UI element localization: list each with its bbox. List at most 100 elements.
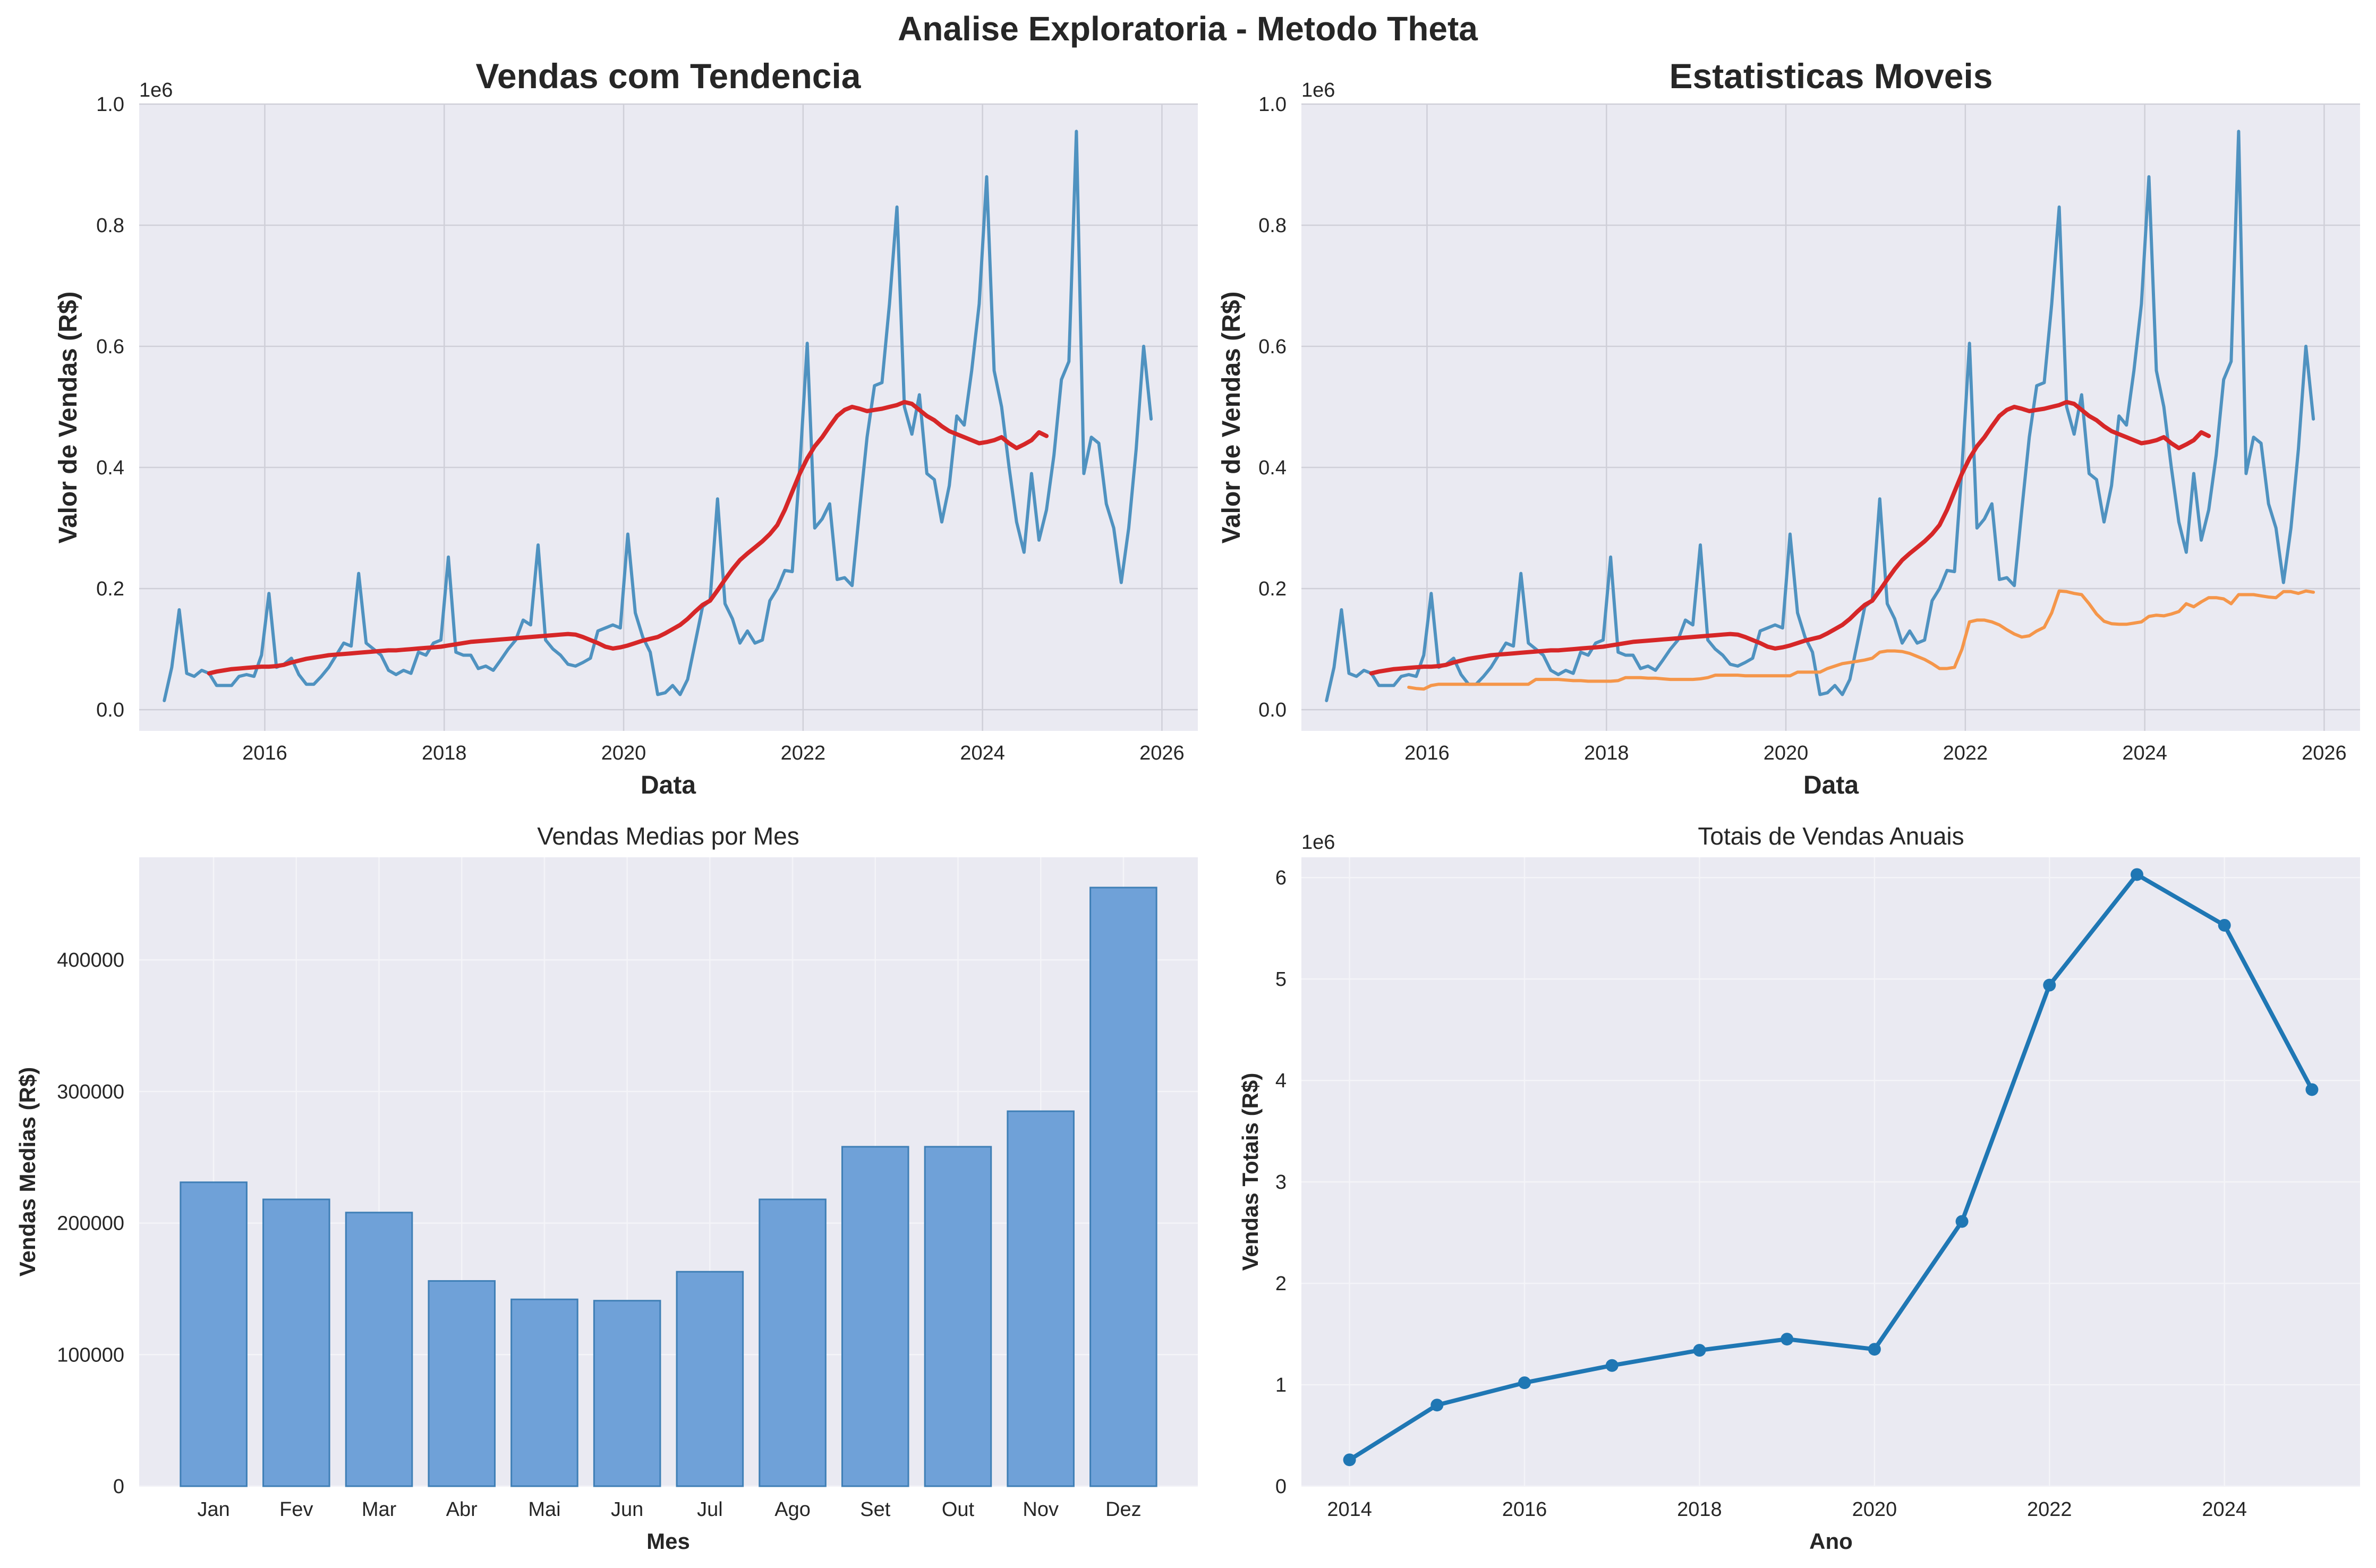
annual-ytick-label: 2	[1275, 1273, 1287, 1295]
trend-xtick-label: 2016	[242, 742, 287, 764]
rolling-xtick-label: 2020	[1764, 742, 1809, 764]
annual-xtick-label: 2014	[1327, 1498, 1372, 1521]
trend-ytick-label: 1.0	[96, 93, 124, 116]
trend-series-tendencia	[207, 399, 1049, 676]
annual-ytick-label: 5	[1275, 968, 1287, 991]
monthly-xtick-label: Set	[860, 1498, 890, 1521]
monthly-bar-abr	[428, 1280, 496, 1487]
rolling-series-media-movel	[1369, 399, 2211, 676]
rolling-xtick-label: 2016	[1404, 742, 1450, 764]
panel-rolling-plot-area	[1301, 104, 2360, 731]
monthly-xtick-label: Out	[942, 1498, 975, 1521]
monthly-bar-jul	[676, 1271, 744, 1487]
panel-annual-title: Totais de Vendas Anuais	[1698, 822, 1964, 850]
trend-xtick-label: 2024	[960, 742, 1005, 764]
panel-annual-ticks: 2014 2016 2018 2020 2022 2024 0 1 2 3 4 5 6	[1275, 867, 2247, 1521]
monthly-xtick-label: Mar	[362, 1498, 397, 1521]
panel-trend-title: Vendas com Tendencia	[475, 56, 861, 96]
monthly-bar-mai	[510, 1298, 578, 1487]
rolling-ytick-label: 0.2	[1258, 578, 1287, 600]
rolling-xtick-label: 2026	[2302, 742, 2347, 764]
trend-ytick-label: 0.2	[96, 578, 124, 600]
trend-xtick-label: 2020	[601, 742, 646, 764]
panel-rolling-offset-text: 1e6	[1301, 79, 1335, 101]
annual-point-2021	[1955, 1215, 1969, 1228]
panel-rolling-xlabel: Data	[1803, 771, 1859, 799]
panel-monthly-ticks: 0 100000 200000 300000 400000 Jan Fev Mar Abr Mai…	[57, 949, 1141, 1521]
rolling-xtick-label: 2024	[2122, 742, 2167, 764]
panel-monthly-title: Vendas Medias por Mes	[537, 822, 799, 850]
rolling-series-vendas	[1325, 130, 2315, 702]
panel-monthly-marks	[180, 887, 1157, 1487]
annual-ytick-label: 4	[1275, 1070, 1287, 1092]
annual-point-2020	[1868, 1343, 1881, 1356]
panel-rolling-grid	[1301, 103, 2360, 731]
panel-trend-ylabel: Valor de Vendas (R$)	[54, 292, 82, 544]
monthly-bar-out	[924, 1146, 992, 1487]
annual-point-2014	[1343, 1453, 1356, 1467]
monthly-xtick-label: Fev	[279, 1498, 313, 1521]
panel-annual-xlabel: Ano	[1809, 1529, 1853, 1554]
panel-annual-offset-text: 1e6	[1301, 831, 1335, 854]
rolling-ytick-label: 0.4	[1258, 457, 1287, 479]
panel-rolling-ylabel: Valor de Vendas (R$)	[1217, 292, 1246, 544]
monthly-bar-jun	[593, 1300, 661, 1487]
panel-annual-plot-area	[1301, 857, 2360, 1486]
panel-annual-marks	[1343, 868, 2319, 1467]
figure-suptitle: Analise Exploratoria - Metodo Theta	[898, 10, 1478, 48]
annual-point-2016	[1518, 1376, 1531, 1390]
monthly-xtick-label: Abr	[446, 1498, 478, 1521]
rolling-series-desvio-padrao-movel	[1407, 589, 2315, 691]
trend-ytick-label: 0.4	[96, 457, 124, 479]
monthly-bar-dez	[1089, 887, 1157, 1487]
monthly-xtick-label: Jun	[611, 1498, 643, 1521]
annual-ytick-label: 6	[1275, 867, 1287, 889]
monthly-xtick-label: Ago	[774, 1498, 811, 1521]
monthly-xtick-label: Jul	[697, 1498, 723, 1521]
annual-point-2019	[1781, 1333, 1794, 1346]
annual-xtick-label: 2024	[2202, 1498, 2247, 1521]
annual-point-2017	[1605, 1359, 1619, 1372]
monthly-bar-jan	[180, 1181, 248, 1487]
monthly-bar-mar	[345, 1212, 413, 1487]
trend-xtick-label: 2026	[1139, 742, 1185, 764]
annual-point-2023	[2130, 868, 2143, 881]
monthly-xtick-label: Jan	[197, 1498, 229, 1521]
panel-monthly: Vendas Medias por Mes 0 100000 200000 30000…	[15, 822, 1198, 1554]
rolling-ytick-label: 0.8	[1258, 215, 1287, 237]
annual-point-2025	[2305, 1083, 2319, 1096]
annual-ytick-label: 1	[1275, 1374, 1287, 1396]
panel-trend-marks	[163, 130, 1153, 702]
monthly-ytick-label: 300000	[57, 1081, 124, 1103]
trend-xtick-label: 2022	[781, 742, 826, 764]
annual-xtick-label: 2022	[2027, 1498, 2072, 1521]
monthly-ytick-label: 0	[113, 1476, 124, 1498]
monthly-ytick-label: 200000	[57, 1213, 124, 1235]
panel-trend: Vendas com Tendencia 2016 2018 2020 2022 202…	[54, 56, 1198, 799]
panel-annual-ylabel: Vendas Totais (R$)	[1238, 1073, 1263, 1271]
trend-series-vendas	[163, 130, 1153, 702]
trend-ytick-label: 0.8	[96, 215, 124, 237]
panel-monthly-xlabel: Mes	[646, 1529, 690, 1554]
annual-ytick-label: 3	[1275, 1171, 1287, 1194]
panel-trend-offset-text: 1e6	[139, 79, 173, 101]
panel-trend-plot-area	[139, 104, 1198, 731]
trend-xtick-label: 2018	[422, 742, 467, 764]
rolling-xtick-label: 2018	[1584, 742, 1629, 764]
monthly-bar-nov	[1007, 1110, 1075, 1487]
annual-point-2022	[2043, 978, 2056, 992]
monthly-xtick-label: Mai	[528, 1498, 560, 1521]
trend-ytick-label: 0.6	[96, 336, 124, 358]
panel-monthly-ylabel: Vendas Medias (R$)	[15, 1067, 40, 1276]
annual-xtick-label: 2016	[1502, 1498, 1547, 1521]
panel-rolling: Estatisticas Moveis 2016 2018 2020 2022 2024…	[1217, 56, 2360, 799]
panel-trend-xlabel: Data	[641, 771, 696, 799]
trend-ytick-label: 0.0	[96, 699, 124, 721]
monthly-xtick-label: Dez	[1105, 1498, 1142, 1521]
panel-rolling-title: Estatisticas Moveis	[1670, 56, 1993, 96]
annual-ytick-label: 0	[1275, 1476, 1287, 1498]
rolling-ytick-label: 0.6	[1258, 336, 1287, 358]
rolling-xtick-label: 2022	[1943, 742, 1988, 764]
monthly-ytick-label: 400000	[57, 949, 124, 972]
